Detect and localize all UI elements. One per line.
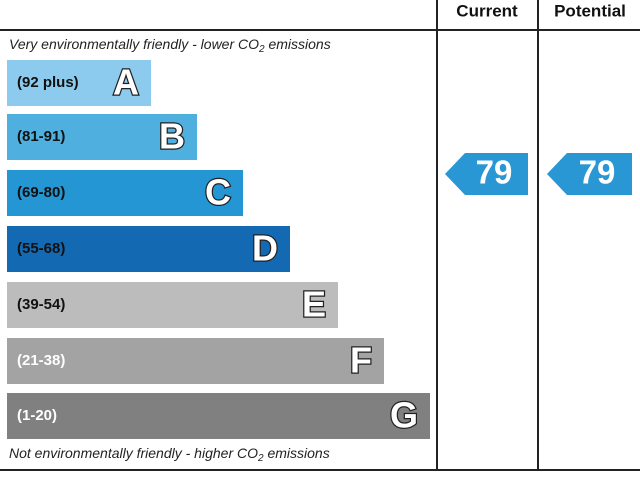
band-bar — [7, 114, 197, 160]
band-range: (39-54) — [17, 296, 65, 313]
band-range: (55-68) — [17, 240, 65, 257]
band-bar — [7, 282, 338, 328]
potential-value: 79 — [579, 154, 616, 191]
band-letter: B — [159, 116, 185, 157]
band-bar — [7, 60, 151, 106]
band-bar — [7, 226, 290, 272]
band-range: (81-91) — [17, 128, 65, 145]
band-letter: C — [205, 172, 231, 213]
band-letter: A — [113, 62, 139, 103]
band-bar — [7, 338, 384, 384]
potential-header: Potential — [554, 1, 626, 20]
current-value: 79 — [476, 154, 513, 191]
band-letter: E — [302, 284, 326, 325]
band-letter: D — [252, 228, 278, 269]
band-bar — [7, 170, 243, 216]
bottom-note: Not environmentally friendly - higher CO… — [9, 445, 330, 464]
current-arrow — [445, 153, 528, 195]
potential-arrow — [547, 153, 632, 195]
band-range: (1-20) — [17, 407, 57, 424]
top-note: Very environmentally friendly - lower CO… — [9, 36, 331, 55]
band-letter: G — [390, 395, 418, 436]
band-range: (69-80) — [17, 184, 65, 201]
current-header: Current — [456, 1, 518, 20]
band-letter: F — [350, 340, 372, 381]
band-bar — [7, 393, 430, 439]
band-range: (21-38) — [17, 352, 65, 369]
band-range: (92 plus) — [17, 74, 79, 91]
